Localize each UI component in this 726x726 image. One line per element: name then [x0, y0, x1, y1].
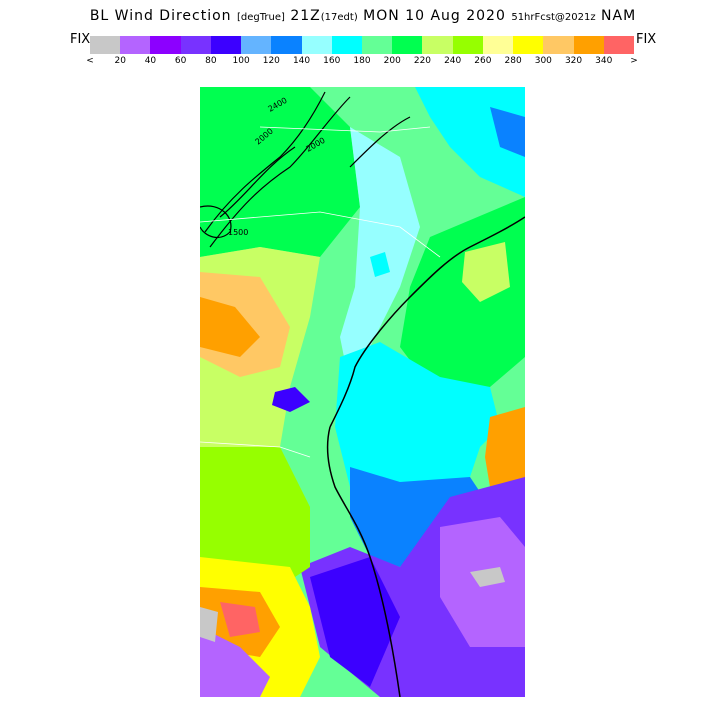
contour-line — [219, 146, 296, 218]
legend-swatch — [361, 36, 393, 54]
legend-tick-label: > — [630, 56, 638, 66]
state-borders — [200, 126, 441, 458]
title-main: BL Wind Direction — [89, 8, 232, 24]
wind-direction-map: 2400 2000 2000 1500 — [200, 87, 525, 697]
border-line — [200, 211, 441, 258]
title-date: MON 10 Aug 2020 — [363, 8, 506, 24]
coastline — [326, 216, 525, 697]
title-model: NAM — [601, 8, 637, 24]
field-blob-blue — [272, 387, 310, 412]
legend-tick-label: 300 — [534, 56, 552, 66]
legend-swatch — [422, 36, 453, 54]
field-east-green — [400, 197, 525, 387]
color-scale-ticks: <20 40 60 80 100 120 140 160 180 200 220 240 260 280 3… — [86, 56, 638, 68]
contour-line — [349, 116, 411, 168]
legend-tick-label: 340 — [595, 56, 613, 66]
field-west-darkorange — [200, 297, 260, 357]
legend-swatch — [150, 36, 181, 54]
legend-swatch — [543, 36, 574, 54]
legend-swatch — [331, 36, 362, 54]
legend-swatch — [482, 36, 514, 54]
legend-swatch — [452, 36, 483, 54]
color-scale — [90, 36, 634, 54]
legend-swatch — [180, 36, 211, 54]
legend-fix-right: FIX — [636, 32, 657, 47]
legend-fix-left: FIX — [70, 32, 91, 47]
title-valid-time: 21Z — [290, 8, 321, 24]
legend-tick-label: 180 — [353, 56, 371, 66]
legend-swatch — [241, 36, 272, 54]
field-se-orange — [485, 407, 525, 497]
field-blob-cyan — [370, 252, 390, 277]
legend-tick-label: 40 — [144, 56, 157, 66]
title-local-time: (17edt) — [320, 12, 358, 23]
legend-swatch — [603, 36, 634, 54]
legend-tick-label: 240 — [444, 56, 462, 66]
legend-tick-label: 160 — [323, 56, 341, 66]
legend-tick-label: 120 — [262, 56, 280, 66]
contour-label: 1500 — [228, 228, 248, 237]
legend-swatch — [392, 36, 423, 54]
legend-tick-label: 20 — [114, 56, 126, 66]
legend-swatch — [573, 36, 604, 54]
legend-tick-label: 80 — [205, 56, 217, 66]
contour-line — [204, 91, 326, 233]
field-coast-cyan — [335, 342, 500, 507]
legend-swatch — [90, 36, 121, 54]
field-sw-gray — [200, 607, 218, 642]
legend-swatch — [301, 36, 332, 54]
topo-contours — [200, 91, 411, 248]
legend-tick-label: 140 — [292, 56, 311, 66]
legend-tick-label: 220 — [413, 56, 432, 66]
legend-tick-label: 100 — [232, 56, 250, 66]
border-line — [200, 441, 311, 458]
legend-tick-label: 320 — [564, 56, 583, 66]
contour-line — [209, 96, 351, 248]
legend-tick-label: < — [86, 56, 94, 66]
field-east-lightgreen — [462, 242, 510, 302]
coast-line — [329, 216, 525, 428]
contour-line — [200, 205, 232, 239]
legend-tick-label: 280 — [504, 56, 522, 66]
coast-line — [326, 426, 401, 697]
legend-tick-label: 200 — [383, 56, 401, 66]
field-sw-red — [220, 602, 260, 637]
legend-swatch — [120, 36, 151, 54]
chart-title: BL Wind Direction [degTrue] 21Z(17edt) M… — [0, 8, 726, 24]
legend-swatch — [210, 36, 242, 54]
field-sw-green — [200, 447, 310, 587]
field-sw-purple — [200, 627, 270, 697]
legend-swatch — [271, 36, 302, 54]
field-offshore-blue — [350, 467, 490, 567]
title-units: [degTrue] — [237, 12, 285, 23]
legend-swatch — [513, 36, 544, 54]
field-blob-gray — [470, 567, 505, 587]
title-forecast: 51hrFcst@2021z — [511, 12, 596, 23]
border-line — [259, 126, 431, 133]
field-ne-blue — [490, 107, 525, 157]
map-svg: 2400 2000 2000 1500 — [200, 87, 525, 697]
legend-tick-label: 60 — [174, 56, 187, 66]
legend-tick-label: 260 — [474, 56, 492, 66]
field-south-indigo — [310, 557, 400, 687]
